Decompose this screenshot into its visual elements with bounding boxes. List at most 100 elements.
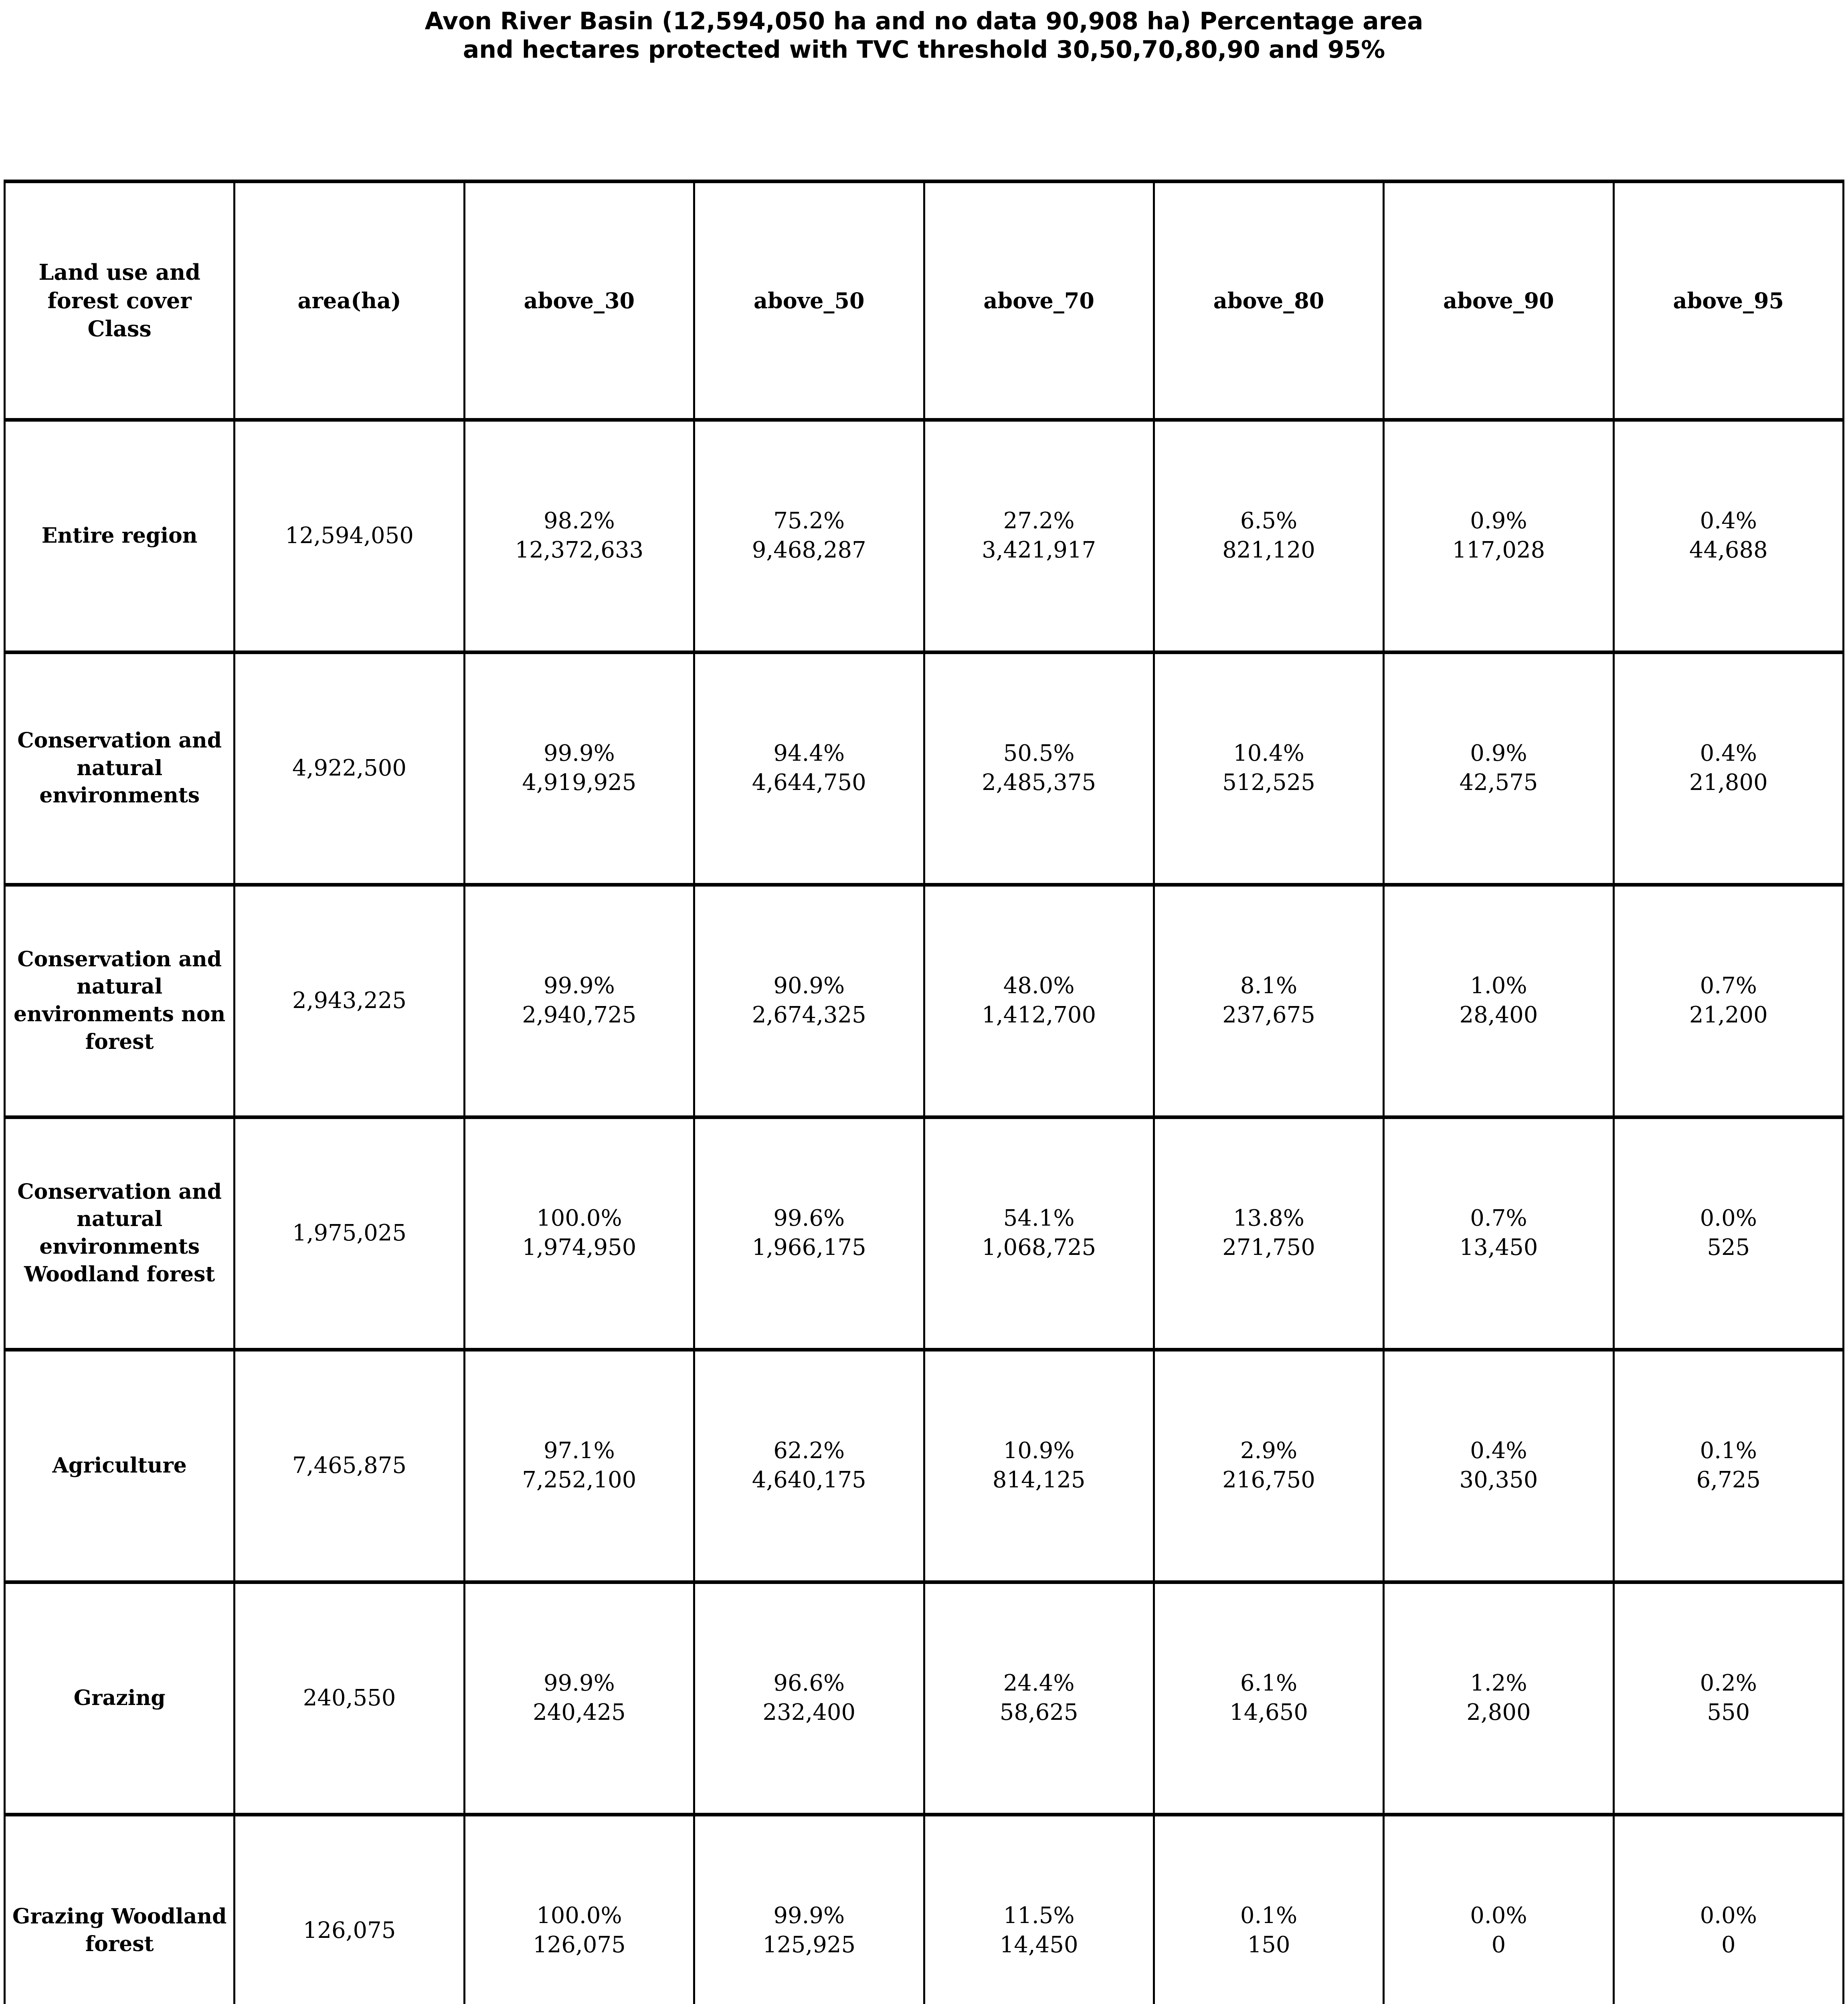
cell-hectares: 4,919,925: [522, 770, 637, 796]
data-cell: 0.1% 6,725: [1612, 1347, 1845, 1584]
area-cell: 240,550: [233, 1580, 465, 1816]
row-label-text: Conservation and: [17, 947, 222, 972]
data-cell: 0.9% 117,028: [1383, 418, 1615, 654]
area-cell: 4,922,500: [233, 650, 465, 887]
cell-hectares: 512,525: [1222, 770, 1315, 796]
cell-hectares: 21,800: [1689, 770, 1768, 796]
data-cell: 8.1% 237,675: [1152, 883, 1385, 1119]
cell-hectares: 13,450: [1459, 1234, 1538, 1261]
column-header: above_30: [463, 179, 696, 422]
data-cell: 99.6% 1,966,175: [693, 1115, 925, 1351]
data-cell: 1.2% 2,800: [1383, 1580, 1615, 1816]
data-table: Land use and forest cover Class area(ha) abo…: [3, 179, 1845, 2004]
cell-percent: 100.0%: [536, 1903, 622, 1929]
column-header-text: above_90: [1443, 287, 1554, 313]
cell-hectares: 44,688: [1689, 537, 1768, 564]
row-label: Conservation and natural environments non f…: [3, 883, 236, 1119]
data-cell: 24.4% 58,625: [923, 1580, 1155, 1816]
area-cell: 1,975,025: [233, 1115, 465, 1351]
data-cell: 0.7% 13,450: [1383, 1115, 1615, 1351]
row-label: Entire region: [3, 418, 236, 654]
column-header-text: Class: [87, 315, 152, 341]
column-header: above_50: [693, 179, 925, 422]
cell-hectares: 117,028: [1452, 537, 1545, 564]
data-cell: 0.4% 44,688: [1612, 418, 1845, 654]
column-header-text: area(ha): [297, 287, 401, 313]
cell-hectares: 42,575: [1459, 770, 1538, 796]
cell-percent: 54.1%: [1003, 1205, 1075, 1232]
cell-hectares: 232,400: [762, 1699, 856, 1726]
row-label-text: Woodland forest: [24, 1262, 215, 1287]
page-title-line2: and hectares protected with TVC threshol…: [463, 35, 1385, 64]
data-cell: 99.9% 4,919,925: [463, 650, 696, 887]
cell-hectares: 4,640,175: [752, 1467, 866, 1493]
cell-hectares: 1,974,950: [522, 1234, 637, 1261]
row-label-text: environments: [39, 783, 200, 808]
data-table-body: Land use and forest cover Class area(ha) abo…: [3, 179, 1845, 2004]
cell-percent: 99.9%: [543, 740, 615, 767]
header-row: Land use and forest cover Class area(ha) abo…: [3, 179, 1845, 422]
data-cell: 0.4% 21,800: [1612, 650, 1845, 887]
area-value: 2,943,225: [292, 987, 407, 1014]
data-cell: 0.7% 21,200: [1612, 883, 1845, 1119]
data-cell: 50.5% 2,485,375: [923, 650, 1155, 887]
column-header: area(ha): [233, 179, 465, 422]
row-label-text: forest: [85, 1029, 154, 1054]
row-label-text: natural: [77, 974, 163, 999]
cell-hectares: 12,372,633: [515, 537, 644, 564]
column-header-text: above_30: [524, 287, 635, 313]
cell-hectares: 2,800: [1466, 1699, 1531, 1726]
row-label-text: environments: [39, 1234, 200, 1259]
cell-hectares: 7,252,100: [522, 1467, 637, 1493]
row-label: Conservation and natural environments Woodl…: [3, 1115, 236, 1351]
column-header-text: above_50: [753, 287, 865, 313]
cell-hectares: 525: [1707, 1234, 1750, 1261]
data-cell: 54.1% 1,068,725: [923, 1115, 1155, 1351]
cell-hectares: 2,674,325: [752, 1002, 866, 1028]
data-cell: 75.2% 9,468,287: [693, 418, 925, 654]
cell-hectares: 9,468,287: [752, 537, 866, 564]
data-cell: 6.5% 821,120: [1152, 418, 1385, 654]
data-cell: 62.2% 4,640,175: [693, 1347, 925, 1584]
row-label-text: Entire region: [41, 523, 198, 548]
cell-percent: 0.7%: [1700, 973, 1757, 999]
cell-percent: 0.1%: [1240, 1903, 1298, 1929]
cell-hectares: 3,421,917: [982, 537, 1096, 564]
data-cell: 90.9% 2,674,325: [693, 883, 925, 1119]
cell-percent: 90.9%: [773, 973, 845, 999]
row-label-text: natural: [77, 756, 163, 780]
cell-percent: 96.6%: [773, 1670, 845, 1697]
row-label: Grazing: [3, 1580, 236, 1816]
cell-hectares: 237,675: [1222, 1002, 1315, 1028]
area-value: 1,975,025: [292, 1220, 407, 1246]
row-label-text: natural: [77, 1207, 163, 1232]
cell-percent: 6.5%: [1240, 508, 1298, 534]
table-row: Grazing Woodland forest 126,075 100.0% 126,0…: [3, 1812, 1845, 2004]
cell-percent: 75.2%: [773, 508, 845, 534]
data-cell: 0.0% 0: [1612, 1812, 1845, 2004]
cell-percent: 0.4%: [1700, 740, 1757, 767]
cell-hectares: 14,650: [1229, 1699, 1308, 1726]
data-cell: 0.2% 550: [1612, 1580, 1845, 1816]
cell-hectares: 126,075: [533, 1932, 626, 1958]
cell-percent: 0.1%: [1700, 1438, 1757, 1464]
column-header: above_70: [923, 179, 1155, 422]
data-cell: 99.9% 240,425: [463, 1580, 696, 1816]
area-value: 4,922,500: [292, 755, 407, 781]
cell-hectares: 821,120: [1222, 537, 1315, 564]
cell-percent: 0.4%: [1700, 508, 1757, 534]
data-cell: 0.4% 30,350: [1383, 1347, 1615, 1584]
cell-percent: 50.5%: [1003, 740, 1075, 767]
data-cell: 100.0% 1,974,950: [463, 1115, 696, 1351]
column-header-text: above_70: [983, 287, 1095, 313]
cell-hectares: 1,068,725: [982, 1234, 1096, 1261]
cell-percent: 8.1%: [1240, 973, 1298, 999]
cell-percent: 62.2%: [773, 1438, 845, 1464]
data-cell: 0.1% 150: [1152, 1812, 1385, 2004]
row-label-text: Conservation and: [17, 1179, 222, 1204]
cell-hectares: 21,200: [1689, 1002, 1768, 1028]
data-cell: 6.1% 14,650: [1152, 1580, 1385, 1816]
cell-percent: 0.0%: [1700, 1903, 1757, 1929]
data-cell: 98.2% 12,372,633: [463, 418, 696, 654]
cell-percent: 98.2%: [543, 508, 615, 534]
